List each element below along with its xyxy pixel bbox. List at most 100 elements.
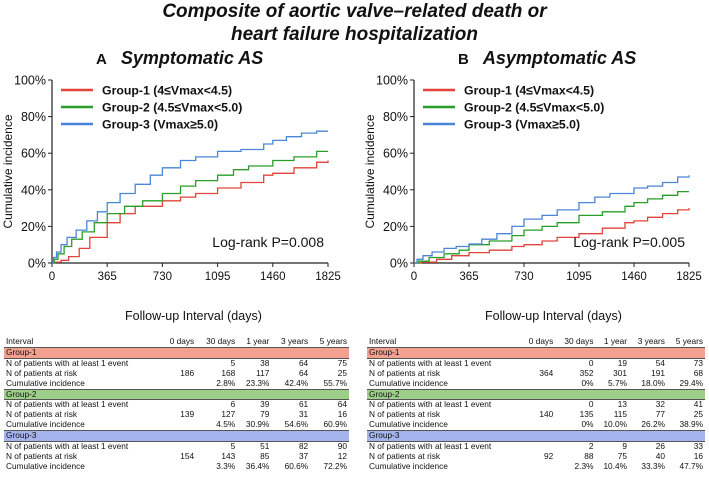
y-tick-label: 80% — [21, 110, 46, 124]
table-cell: 72.2% — [323, 460, 347, 471]
row-label: N of patients at risk — [369, 367, 441, 378]
table-cell — [161, 420, 196, 430]
table-cell: 92 — [544, 450, 554, 461]
table-row: N of patients with at least 1 event 6 39 61… — [4, 399, 349, 410]
y-tick-label: 40% — [21, 183, 46, 197]
table-cell — [521, 379, 556, 389]
table-cell: 18.0% — [641, 377, 665, 388]
table-cell: 139 — [180, 409, 195, 420]
table-cell — [161, 379, 196, 389]
table-cell: 54.6% — [284, 419, 309, 430]
table-cell: 2 — [588, 441, 594, 452]
row-label: Cumulative incidence — [6, 419, 85, 430]
table-cell: 39 — [260, 399, 270, 410]
table-cell: 0% — [581, 419, 594, 430]
table-cell: 47.7% — [679, 460, 703, 471]
table-cell: 33.3% — [641, 460, 665, 471]
column-header: 5 years — [310, 336, 349, 348]
group-header-row: Group-1 — [367, 346, 705, 359]
column-header: Interval — [367, 336, 521, 348]
table-cell: 16 — [693, 450, 703, 461]
row-label: N of patients at risk — [6, 367, 78, 378]
table-cell: 75 — [617, 450, 627, 461]
table-cell: 23.3% — [245, 377, 270, 388]
table-cell: 2.8% — [216, 377, 236, 388]
row-label: Cumulative incidence — [6, 460, 85, 471]
table-cell: 364 — [539, 367, 554, 378]
table-cell: 38.9% — [679, 419, 703, 430]
table-row: N of patients at risk 154 143 85 37 12 — [4, 450, 349, 462]
x-tick-label: 365 — [459, 271, 478, 283]
y-axis-label: Cumulative incidence — [1, 114, 15, 228]
panel-a-letter: A — [96, 51, 107, 68]
row-label: N of patients with at least 1 event — [6, 441, 129, 452]
km-chart-symptomatic: 0% 20% 40% 60% 80% 100% 0 365 730 1095 1460 1825 Cum… — [1, 74, 341, 284]
column-header: 30 days — [196, 336, 238, 348]
table-cell: 16 — [337, 409, 347, 420]
x-tick-label: 730 — [153, 271, 172, 283]
x-tick-label: 1460 — [621, 271, 647, 283]
km-chart-asymptomatic: 0% 20% 40% 60% 80% 100% 0 365 730 1095 1460 1825 Cum… — [363, 74, 702, 284]
x-tick-label: 0 — [49, 271, 55, 283]
row-label: N of patients with at least 1 event — [369, 441, 492, 452]
series-line-group-2 — [414, 190, 689, 264]
log-rank-annotation: Log-rank P=0.008 — [212, 234, 324, 250]
column-header: 1 year — [237, 336, 272, 348]
table-cell: 55.7% — [323, 377, 347, 388]
table-cell: 64 — [298, 357, 309, 368]
table-cell: 38 — [260, 357, 270, 368]
table-cell: 26 — [655, 441, 665, 452]
table-cell: 10.4% — [603, 460, 627, 471]
table-cell: 5.7% — [608, 377, 627, 388]
risk-table-symptomatic: Interval 0 days 30 days 1 year 3 years 5 year… — [4, 336, 349, 472]
series-line-group-3 — [52, 130, 328, 264]
risk-table-asymptomatic: Interval 0 days 30 days 1 year 3 years 5 year… — [367, 336, 705, 472]
table-cell: 2.3% — [574, 460, 594, 471]
row-label: N of patients with at least 1 event — [369, 399, 492, 410]
y-tick-label: 60% — [21, 147, 46, 161]
table-header-row: Interval 0 days 30 days 1 year 3 years 5 year… — [4, 336, 349, 348]
table-cell: 82 — [298, 441, 309, 452]
row-label: Cumulative incidence — [369, 460, 448, 471]
series-line-group-2 — [52, 150, 328, 264]
legend-label-group-3: Group-3 (Vmax≥5.0) — [464, 118, 580, 132]
table-cell: 68 — [693, 367, 703, 378]
row-label: N of patients with at least 1 event — [6, 357, 129, 368]
table-cell: 30.9% — [245, 419, 270, 430]
table-cell: 10.0% — [603, 419, 627, 430]
y-tick-label: 60% — [383, 147, 408, 161]
table-cell: 25 — [693, 409, 703, 420]
table-row: Cumulative incidence 2.8% 23.3% 42.4% 55.7% — [4, 377, 349, 389]
table-cell: 26.2% — [641, 419, 665, 430]
x-tick-label: 0 — [411, 271, 417, 283]
legend-label-group-3: Group-3 (Vmax≥5.0) — [102, 118, 218, 132]
panel-a-heading: A Symptomatic AS — [96, 48, 263, 69]
table-header-row: Interval 0 days 30 days 1 year 3 years 5 year… — [367, 336, 705, 348]
row-label: Cumulative incidence — [6, 377, 85, 388]
panel-b-letter: B — [458, 51, 469, 68]
group-name: Group-2 — [4, 388, 349, 401]
row-label: N of patients at risk — [6, 409, 78, 420]
table-cell: 73 — [693, 357, 703, 368]
table-cell: 54 — [655, 357, 665, 368]
table-row: Cumulative incidence 0% 10.0% 26.2% 38.9% — [367, 419, 705, 430]
table-cell: 37 — [298, 450, 309, 461]
group-header-row: Group-3 — [4, 430, 349, 443]
table-cell: 13 — [617, 399, 627, 410]
table-row: N of patients at risk 186 168 117 64 25 — [4, 367, 349, 379]
table-cell: 5 — [230, 441, 236, 452]
x-tick-label: 365 — [98, 271, 117, 283]
table-row: N of patients with at least 1 event 5 51 82… — [4, 441, 349, 452]
y-tick-label: 0% — [28, 257, 46, 271]
table-cell: 75 — [337, 357, 347, 368]
table-cell: 42.4% — [284, 377, 309, 388]
group-name: Group-3 — [4, 430, 349, 443]
legend-label-group-1: Group-1 (4≤Vmax<4.5) — [464, 84, 594, 98]
figure-title-line-2: heart failure hospitalization — [230, 24, 479, 45]
group-name: Group-2 — [367, 388, 705, 401]
x-axis-label-a: Follow-up Interval (days) — [125, 309, 262, 323]
group-name: Group-1 — [4, 346, 349, 359]
y-tick-label: 100% — [14, 74, 46, 88]
column-header: 1 year — [595, 336, 629, 348]
x-tick-label: 1095 — [566, 271, 592, 283]
